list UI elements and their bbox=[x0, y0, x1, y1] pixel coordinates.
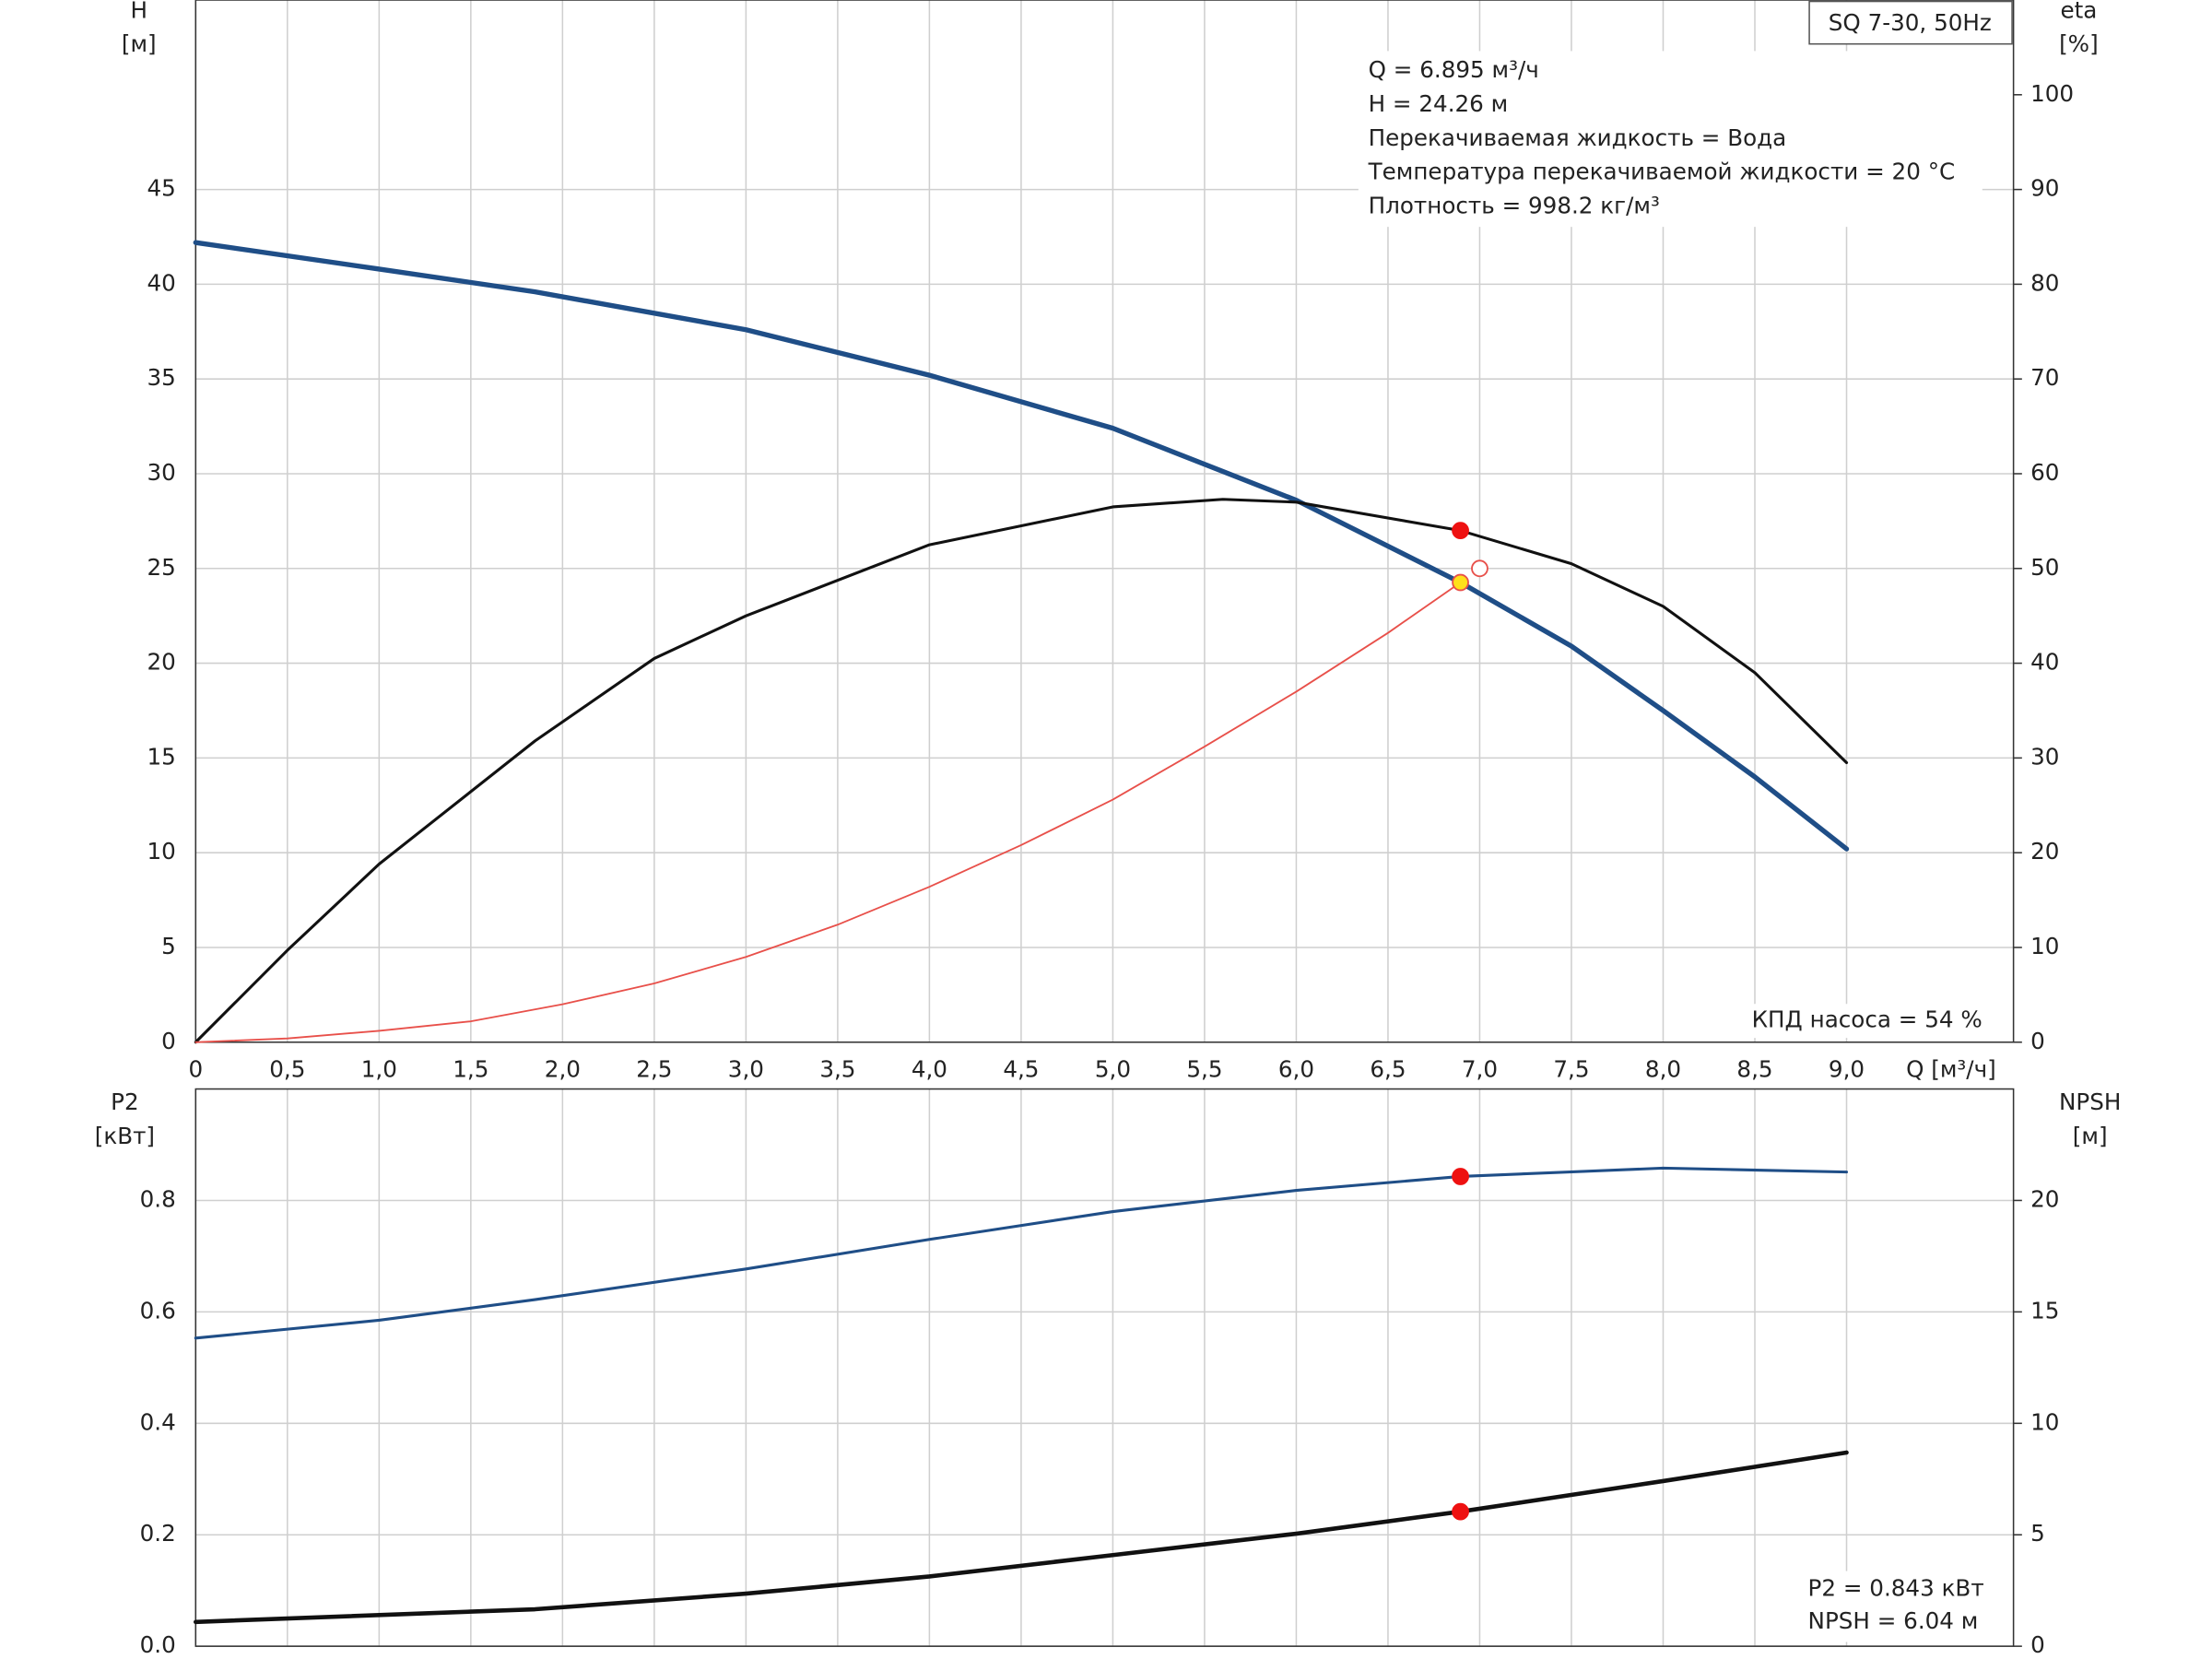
y-tick-label: 0.0 bbox=[140, 1631, 176, 1658]
y2-tick-label: 60 bbox=[2030, 459, 2059, 486]
x-tick-label: 5,0 bbox=[1095, 1056, 1131, 1083]
y-tick-label: 0.6 bbox=[140, 1297, 176, 1324]
x-tick-label: 8,5 bbox=[1736, 1056, 1772, 1083]
x-tick-label: 7,5 bbox=[1553, 1056, 1589, 1083]
y2-tick-label: 10 bbox=[2030, 933, 2059, 959]
y2-tick-label: 20 bbox=[2030, 1185, 2059, 1212]
y2-tick-label: 90 bbox=[2030, 175, 2059, 202]
x-tick-label: 1,0 bbox=[361, 1056, 397, 1083]
x-tick-label: 2,5 bbox=[636, 1056, 672, 1083]
info-line: Q = 6.895 м³/ч bbox=[1369, 56, 1539, 83]
curve bbox=[194, 1450, 1849, 1625]
x-tick-label: 8,0 bbox=[1645, 1056, 1681, 1083]
x-tick-label: 4,0 bbox=[912, 1056, 947, 1083]
x-label-bg bbox=[1900, 1053, 2003, 1088]
x-tick-label: 9,0 bbox=[1829, 1056, 1865, 1083]
operating-point bbox=[1452, 522, 1469, 540]
footer-text: КПД насоса = 54 % bbox=[1752, 1006, 1983, 1033]
y2-tick-label: 5 bbox=[2030, 1520, 2045, 1547]
y-tick-label: 45 bbox=[147, 175, 175, 202]
y2-tick-label: 70 bbox=[2030, 364, 2059, 391]
y-axis-unit: [кВт] bbox=[95, 1123, 155, 1149]
y2-tick-label: 15 bbox=[2030, 1297, 2059, 1324]
info-line: Температура перекачиваемой жидкости = 20… bbox=[1368, 159, 1956, 185]
operating-point bbox=[1452, 1502, 1469, 1521]
y2-axis-label: NPSH bbox=[2059, 1088, 2121, 1115]
y2-axis-label: eta bbox=[2060, 0, 2097, 23]
y-axis-label: P2 bbox=[111, 1088, 138, 1115]
x-tick-label: 5,5 bbox=[1186, 1056, 1222, 1083]
curve bbox=[194, 582, 1462, 1043]
y-tick-label: 0.4 bbox=[140, 1408, 176, 1435]
info-box bbox=[1797, 1571, 1997, 1642]
x-tick-label: 3,5 bbox=[819, 1056, 855, 1083]
y2-axis-unit: [%] bbox=[2059, 30, 2099, 57]
x-tick-label: 0 bbox=[188, 1056, 203, 1083]
y-axis-unit: [м] bbox=[122, 30, 157, 57]
y2-tick-label: 0 bbox=[2030, 1631, 2045, 1658]
y-tick-label: 0.2 bbox=[140, 1520, 176, 1547]
y2-axis-unit: [м] bbox=[2073, 1123, 2108, 1149]
x-tick-label: 6,0 bbox=[1278, 1056, 1314, 1083]
footer-bg bbox=[1741, 1004, 1997, 1039]
y-tick-label: 30 bbox=[147, 459, 175, 486]
y-tick-label: 0.8 bbox=[140, 1185, 176, 1212]
x-tick-label: 7,0 bbox=[1462, 1056, 1498, 1083]
y-tick-label: 40 bbox=[147, 269, 175, 296]
y-axis-label: H bbox=[131, 0, 148, 23]
model-box bbox=[1808, 0, 2013, 45]
y-tick-label: 35 bbox=[147, 364, 175, 391]
x-tick-label: 3,0 bbox=[728, 1056, 764, 1083]
y-tick-label: 15 bbox=[147, 743, 175, 770]
curve bbox=[194, 1166, 1849, 1340]
info-line: P2 = 0.843 кВт bbox=[1808, 1575, 1984, 1602]
model-label: SQ 7-30, 50Hz bbox=[1829, 9, 1992, 36]
x-tick-label: 4,5 bbox=[1003, 1056, 1039, 1083]
x-tick-label: 6,5 bbox=[1370, 1056, 1406, 1083]
info-line: H = 24.26 м bbox=[1369, 90, 1509, 117]
curve bbox=[194, 498, 1849, 1044]
x-tick-label: 0,5 bbox=[269, 1056, 305, 1083]
curve bbox=[193, 240, 1850, 852]
x-tick-label: 2,0 bbox=[545, 1056, 581, 1083]
y-tick-label: 5 bbox=[161, 933, 176, 959]
info-line: Плотность = 998.2 кг/м³ bbox=[1369, 193, 1660, 219]
y2-tick-label: 50 bbox=[2030, 554, 2059, 581]
plot-frame bbox=[194, 1088, 2015, 1647]
y2-tick-label: 30 bbox=[2030, 743, 2059, 770]
info-line: Перекачиваемая жидкость = Вода bbox=[1369, 124, 1787, 151]
y-tick-label: 25 bbox=[147, 554, 175, 581]
x-axis-label: Q [м³/ч] bbox=[1906, 1056, 1996, 1083]
y-tick-label: 0 bbox=[161, 1028, 176, 1054]
y2-tick-label: 20 bbox=[2030, 838, 2059, 865]
y-tick-label: 10 bbox=[147, 838, 175, 865]
y2-tick-label: 0 bbox=[2030, 1028, 2045, 1054]
plot-frame bbox=[194, 0, 2015, 1043]
operating-point bbox=[1452, 1168, 1469, 1185]
y-tick-label: 20 bbox=[147, 649, 175, 676]
y2-tick-label: 80 bbox=[2030, 269, 2059, 296]
operating-point bbox=[1452, 573, 1469, 592]
info-box bbox=[1358, 51, 1983, 228]
y2-tick-label: 10 bbox=[2030, 1408, 2059, 1435]
x-tick-label: 1,5 bbox=[453, 1056, 488, 1083]
y2-tick-label: 40 bbox=[2030, 649, 2059, 676]
y2-tick-label: 100 bbox=[2030, 80, 2074, 107]
info-line: NPSH = 6.04 м bbox=[1808, 1607, 1979, 1634]
operating-point bbox=[1471, 559, 1488, 578]
